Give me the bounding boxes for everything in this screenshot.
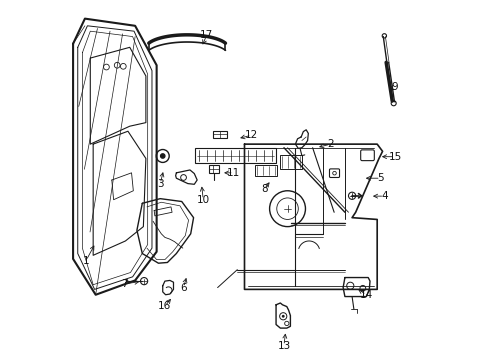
Bar	[255, 165, 276, 176]
Text: 11: 11	[226, 168, 240, 178]
Text: 10: 10	[196, 195, 209, 205]
Text: 6: 6	[180, 283, 186, 293]
Text: 4: 4	[380, 191, 387, 201]
Text: 7: 7	[121, 279, 127, 289]
Text: 3: 3	[157, 179, 163, 189]
Text: 2: 2	[326, 139, 333, 149]
Text: 12: 12	[244, 130, 258, 140]
Text: 16: 16	[158, 301, 171, 311]
Text: 1: 1	[82, 256, 89, 266]
Text: 5: 5	[377, 173, 383, 183]
Text: 17: 17	[200, 30, 213, 40]
Text: 15: 15	[387, 152, 401, 162]
Circle shape	[160, 154, 164, 158]
Text: 8: 8	[261, 184, 267, 194]
Bar	[280, 155, 301, 169]
Bar	[195, 148, 275, 163]
Circle shape	[281, 315, 284, 318]
Text: 13: 13	[277, 341, 290, 351]
Text: 14: 14	[359, 290, 372, 300]
Text: 9: 9	[391, 82, 398, 92]
